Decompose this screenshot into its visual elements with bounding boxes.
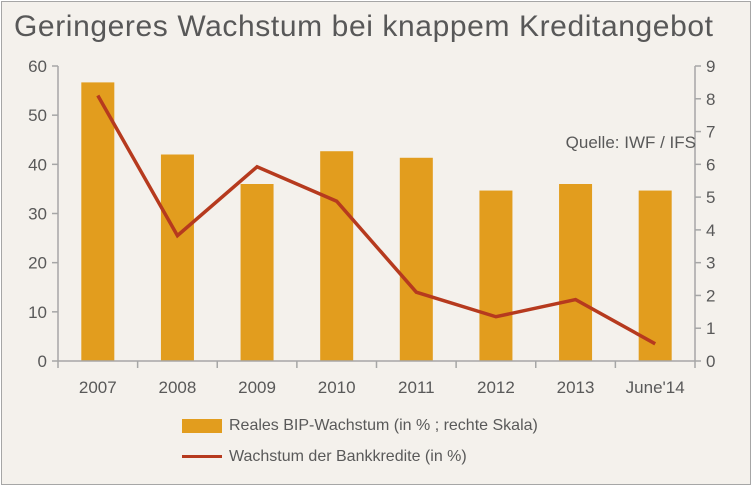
legend-item-bar: Reales BIP-Wachstum (in % ; rechte Skala… bbox=[182, 410, 538, 441]
left-tick-label: 0 bbox=[38, 352, 47, 371]
x-axis: 2007 2008 2009 2010 2011 2012 2013 June'14 bbox=[57, 360, 696, 397]
x-tick-label: 2009 bbox=[238, 378, 276, 397]
legend-line-label: Wachstum der Bankkredite (in %) bbox=[229, 447, 467, 465]
right-tick-label: 1 bbox=[706, 319, 715, 338]
bar-2013 bbox=[559, 184, 593, 361]
bank-credit-line bbox=[96, 94, 657, 346]
right-tick-label: 7 bbox=[706, 123, 715, 142]
x-tick-label: 2013 bbox=[557, 378, 595, 397]
right-tick-label: 0 bbox=[706, 352, 715, 371]
line-series bbox=[96, 94, 657, 346]
left-tick-label: 60 bbox=[28, 57, 47, 76]
left-tick-label: 10 bbox=[28, 303, 47, 322]
left-tick-label: 50 bbox=[28, 106, 47, 125]
right-tick-label: 5 bbox=[706, 188, 715, 207]
legend-bar-label: Reales BIP-Wachstum (in % ; rechte Skala… bbox=[229, 416, 538, 434]
left-tick-label: 40 bbox=[28, 155, 47, 174]
legend-bar-swatch bbox=[182, 418, 222, 433]
bar-June'14 bbox=[638, 190, 672, 361]
right-tick-label: 9 bbox=[706, 57, 715, 76]
right-tick-label: 2 bbox=[706, 286, 715, 305]
right-tick-label: 4 bbox=[706, 221, 715, 240]
source-note: Quelle: IWF / IFS bbox=[566, 133, 696, 152]
legend-line-swatch bbox=[182, 455, 222, 458]
bar-2011 bbox=[399, 157, 433, 361]
x-tick-label: June'14 bbox=[626, 378, 685, 397]
right-tick-label: 3 bbox=[706, 254, 715, 273]
bar-2007 bbox=[81, 82, 115, 361]
bar-2009 bbox=[240, 184, 274, 361]
bar-2012 bbox=[479, 190, 513, 361]
legend: Reales BIP-Wachstum (in % ; rechte Skala… bbox=[182, 410, 538, 472]
bar-series bbox=[81, 82, 672, 361]
left-tick-label: 20 bbox=[28, 254, 47, 273]
bar-2008 bbox=[160, 154, 194, 361]
x-tick-label: 2010 bbox=[318, 378, 356, 397]
x-tick-label: 2012 bbox=[477, 378, 515, 397]
right-axis: 0 1 2 3 4 5 6 7 8 9 bbox=[694, 57, 715, 371]
left-tick-label: 30 bbox=[28, 205, 47, 224]
x-tick-label: 2007 bbox=[79, 378, 117, 397]
bar-2010 bbox=[320, 151, 354, 361]
legend-item-line: Wachstum der Bankkredite (in %) bbox=[182, 441, 538, 472]
x-tick-label: 2011 bbox=[398, 378, 435, 397]
right-tick-label: 8 bbox=[706, 90, 715, 109]
right-tick-label: 6 bbox=[706, 155, 715, 174]
chart-title: Geringeres Wachstum bei knappem Kreditan… bbox=[14, 10, 714, 43]
left-axis: 0 10 20 30 40 50 60 bbox=[28, 57, 59, 371]
x-tick-label: 2008 bbox=[159, 378, 197, 397]
